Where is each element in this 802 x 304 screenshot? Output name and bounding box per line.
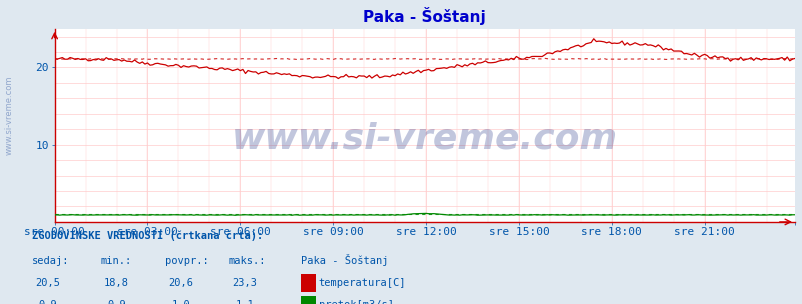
Text: 20,5: 20,5 [35, 278, 61, 288]
Text: povpr.:: povpr.: [164, 256, 208, 266]
Text: pretok[m3/s]: pretok[m3/s] [318, 300, 393, 304]
Text: 18,8: 18,8 [103, 278, 129, 288]
Title: Paka - Šoštanj: Paka - Šoštanj [363, 7, 485, 25]
Text: 0,9: 0,9 [38, 300, 58, 304]
Text: temperatura[C]: temperatura[C] [318, 278, 406, 288]
Text: sedaj:: sedaj: [32, 256, 70, 266]
Text: 1,1: 1,1 [235, 300, 254, 304]
Text: 23,3: 23,3 [232, 278, 257, 288]
Text: min.:: min.: [100, 256, 132, 266]
Text: 20,6: 20,6 [168, 278, 193, 288]
Text: 1,0: 1,0 [171, 300, 190, 304]
Text: Paka - Šoštanj: Paka - Šoštanj [301, 254, 388, 266]
Text: www.si-vreme.com: www.si-vreme.com [232, 122, 617, 156]
Text: maks.:: maks.: [229, 256, 266, 266]
Text: www.si-vreme.com: www.si-vreme.com [5, 76, 14, 155]
Text: ZGODOVINSKE VREDNOSTI (črtkana črta):: ZGODOVINSKE VREDNOSTI (črtkana črta): [32, 230, 263, 241]
Text: 0,9: 0,9 [107, 300, 126, 304]
